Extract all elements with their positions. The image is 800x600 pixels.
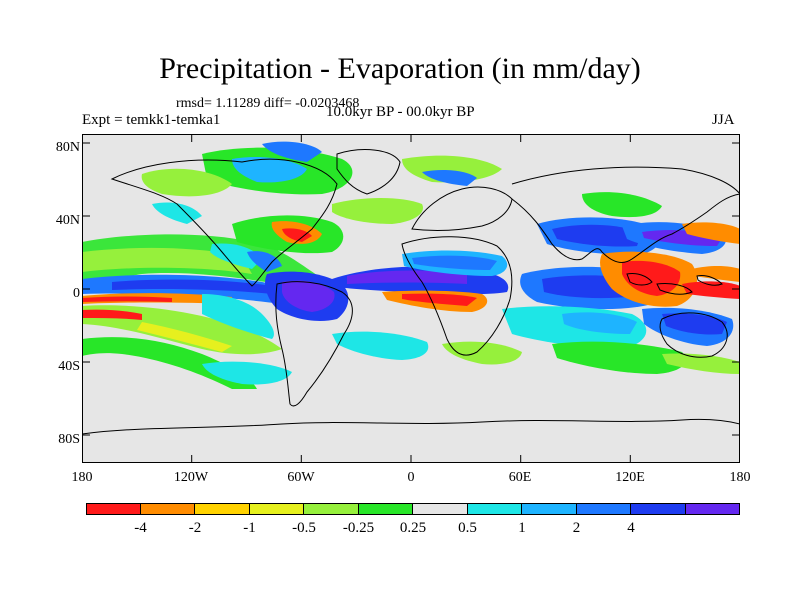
north-america-coast — [110, 158, 338, 287]
colorbar-swatch — [195, 503, 250, 515]
maritime-continent-coast — [626, 273, 723, 295]
map-axes — [82, 134, 740, 463]
colorbar-label: -2 — [188, 520, 202, 536]
period-label: 10.0kyr BP - 00.0kyr BP — [326, 104, 475, 120]
colorbar-swatch — [685, 503, 740, 515]
map-plot — [82, 134, 740, 463]
colorbar-label: -0.25 — [342, 520, 375, 536]
coastlines — [82, 149, 740, 435]
colorbar — [86, 503, 740, 515]
colorbar-label: 0.5 — [458, 520, 477, 536]
experiment-label: Expt = temkk1-temka1 — [82, 112, 221, 128]
africa-coast — [401, 236, 513, 356]
map-svg — [82, 134, 740, 463]
season-label: JJA — [712, 112, 735, 128]
colorbar-swatch — [522, 503, 577, 515]
anomaly-shading — [82, 141, 740, 389]
lon-tick-60w: 60W — [287, 470, 315, 485]
lon-tick-120e: 120E — [615, 470, 645, 485]
lat-tick-80s: 80S — [58, 432, 80, 447]
colorbar-swatch — [576, 503, 631, 515]
lat-tick-40s: 40S — [58, 359, 80, 374]
stats-label: rmsd= 1.11289 diff= -0.0203468 — [176, 96, 360, 111]
colorbar-swatch — [140, 503, 195, 515]
colorbar-label: 2 — [572, 520, 581, 536]
lon-tick-180-east: 180 — [729, 470, 751, 485]
chart-title: Precipitation - Evaporation (in mm/day) — [159, 52, 641, 85]
greenland-coast — [336, 149, 401, 195]
lat-tick-40n: 40N — [55, 213, 80, 228]
colorbar-label: -0.5 — [292, 520, 316, 536]
colorbar-swatch — [358, 503, 413, 515]
lon-tick-180-west: 180 — [71, 470, 93, 485]
australia-coast — [659, 312, 728, 358]
colorbar-swatch — [413, 503, 468, 515]
lat-tick-80n: 80N — [55, 140, 80, 155]
colorbar-swatch — [304, 503, 359, 515]
colorbar-swatch — [467, 503, 522, 515]
lon-tick-120w: 120W — [173, 470, 209, 485]
colorbar-label: 0.25 — [399, 520, 427, 536]
colorbar-swatch — [631, 503, 686, 515]
lat-tick-0: 0 — [73, 286, 80, 301]
colorbar-label: -1 — [243, 520, 256, 536]
antarctica-coast — [82, 419, 740, 435]
colorbar-label: 4 — [627, 520, 635, 536]
south-america-coast — [275, 281, 353, 407]
colorbar-label: 1 — [518, 520, 526, 536]
colorbar-swatch — [249, 503, 304, 515]
lon-tick-0: 0 — [407, 470, 415, 485]
colorbar-swatch — [86, 503, 141, 515]
colorbar-label: -4 — [134, 520, 147, 536]
lon-tick-60e: 60E — [508, 470, 532, 485]
asia-coast — [511, 166, 740, 263]
